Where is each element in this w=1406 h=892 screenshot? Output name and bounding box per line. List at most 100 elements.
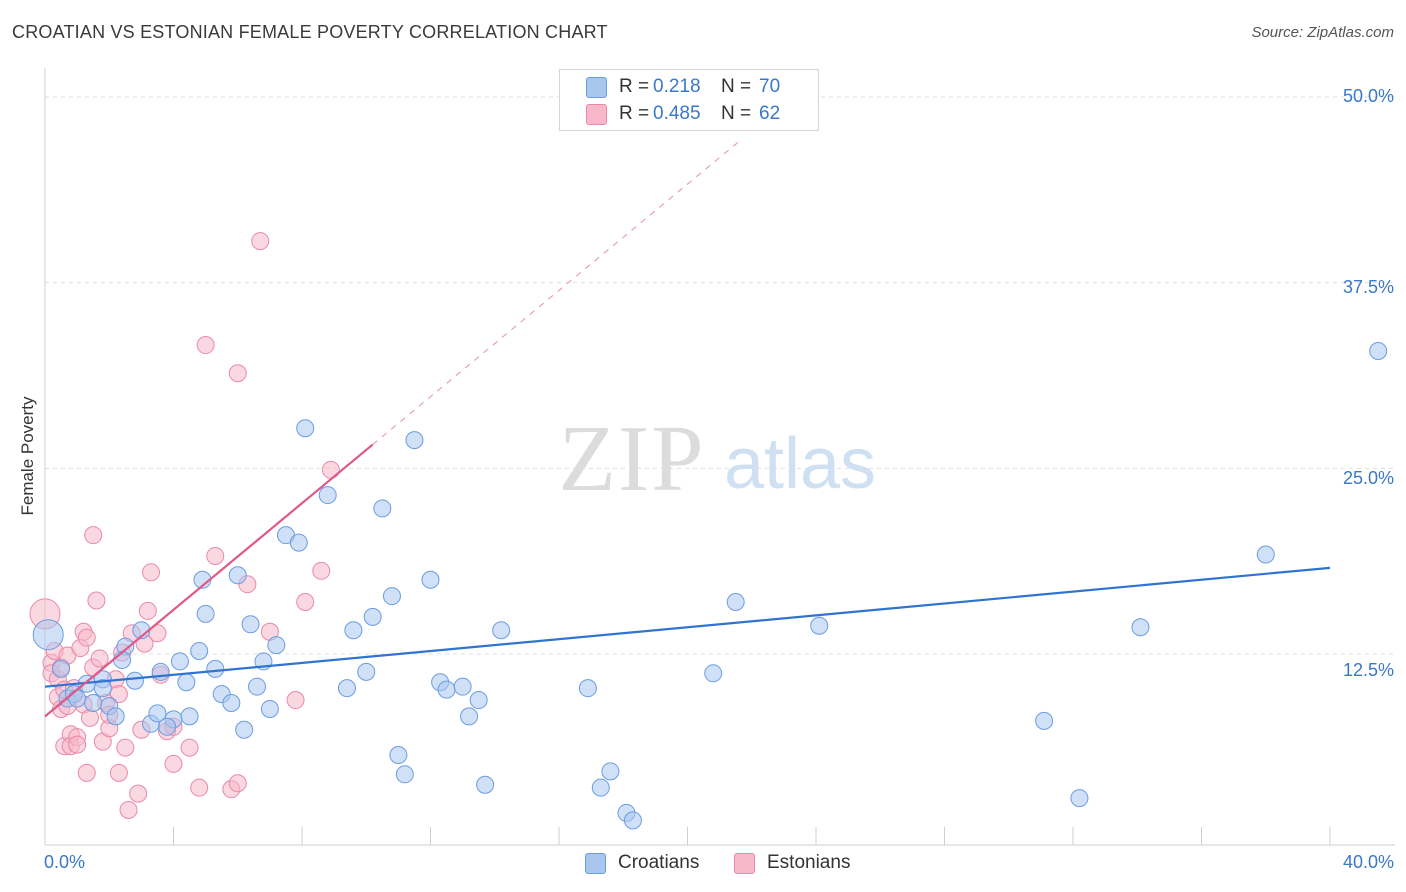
estonians-point <box>251 232 270 251</box>
estonians-point <box>109 685 128 704</box>
y-tick-label-25: 25.0% <box>1342 468 1394 488</box>
croatians-point <box>151 662 170 681</box>
croatians-point <box>453 677 472 696</box>
y-tick-label-37-5: 37.5% <box>1342 277 1394 297</box>
estonians-point <box>228 364 247 383</box>
watermark: ZIP atlas <box>559 407 877 511</box>
croatians-point <box>810 616 829 635</box>
estonians-point <box>286 691 305 710</box>
estonians-trend-line <box>44 443 374 718</box>
legend-item-estonians[interactable]: Estonians <box>734 852 850 874</box>
croatians-point <box>437 680 456 699</box>
estonians-swatch <box>586 103 607 125</box>
estonians-point <box>180 738 199 757</box>
croatians-point <box>726 593 745 612</box>
n-value: 62 <box>759 103 781 124</box>
r-value: 0.218 <box>653 76 701 97</box>
y-tick-label-12-5: 12.5% <box>1342 660 1394 680</box>
croatians-point <box>591 778 610 797</box>
estonians-point <box>77 628 96 647</box>
estonians-swatch <box>734 852 755 874</box>
croatians-point <box>248 677 267 696</box>
croatians-point <box>421 570 440 589</box>
croatians-point <box>476 775 495 794</box>
croatians-point <box>373 499 392 518</box>
croatians-point <box>344 621 363 640</box>
estonians-point <box>80 708 99 727</box>
estonians-point <box>142 563 161 582</box>
chart-title: CROATIAN VS ESTONIAN FEMALE POVERTY CORR… <box>12 22 608 42</box>
legend-label-croatians: Croatians <box>618 852 700 873</box>
estonians-point <box>190 778 209 797</box>
croatians-point <box>241 615 260 634</box>
croatians-point <box>267 636 286 655</box>
croatians-point <box>84 694 103 713</box>
estonians-point <box>228 774 247 793</box>
estonians-point <box>138 601 157 620</box>
estonians-point <box>87 591 106 610</box>
r-value: 0.485 <box>653 103 701 124</box>
croatians-point <box>93 679 112 698</box>
croatians-point <box>1256 545 1275 564</box>
estonians-point <box>164 754 183 773</box>
source-credit: Source: ZipAtlas.com <box>1251 24 1394 41</box>
croatians-point <box>228 566 247 585</box>
croatians-point <box>357 662 376 681</box>
croatians-point <box>125 671 144 690</box>
r-label: R = <box>619 103 650 124</box>
x-tick-label-max: 40.0% <box>1342 852 1394 872</box>
estonians-point <box>196 336 215 355</box>
croatians-point <box>337 679 356 698</box>
estonians-point <box>109 763 128 782</box>
croatians-point <box>170 652 189 671</box>
croatians-point <box>260 699 279 718</box>
croatians-point <box>190 642 209 661</box>
croatians-point <box>196 604 215 623</box>
n-value: 70 <box>759 76 781 97</box>
croatians-point <box>235 720 254 739</box>
x-tick-label-min: 0.0% <box>44 852 86 872</box>
estonians-point <box>84 526 103 545</box>
croatians-point <box>113 650 132 669</box>
croatians-point <box>460 707 479 726</box>
croatians-point <box>222 694 241 713</box>
croatians-swatch <box>585 852 606 874</box>
croatians-point <box>296 419 315 438</box>
croatians-point <box>395 765 414 784</box>
watermark-atlas: atlas <box>724 424 876 504</box>
estonians-point <box>90 649 109 668</box>
estonians-point <box>116 738 135 757</box>
y-tick-label-50: 50.0% <box>1342 86 1394 106</box>
estonians-point <box>206 546 225 565</box>
croatians-point <box>492 621 511 640</box>
estonians-point <box>321 460 340 479</box>
n-label: N = <box>721 103 752 124</box>
croatians-point <box>52 659 71 678</box>
estonians-trend-extension <box>372 141 740 446</box>
estonians-points <box>29 232 340 819</box>
croatians-point <box>289 533 308 552</box>
croatians-point <box>363 607 382 626</box>
estonians-point <box>77 763 96 782</box>
croatians-point <box>578 679 597 698</box>
croatians-point <box>1035 711 1054 730</box>
croatians-point <box>158 717 177 736</box>
croatians-point <box>1131 618 1150 637</box>
r-label: R = <box>619 76 650 97</box>
croatians-trend-line <box>44 566 1331 688</box>
watermark-zip: ZIP <box>559 407 706 511</box>
croatians-point <box>148 704 167 723</box>
series-legend: Croatians Estonians <box>0 852 1406 878</box>
croatians-point <box>177 673 196 692</box>
legend-row-croatians: R = 0.218 N = 70 <box>586 75 780 99</box>
estonians-point <box>296 593 315 612</box>
estonians-point <box>119 800 138 819</box>
croatians-point <box>1070 789 1089 808</box>
legend-label-estonians: Estonians <box>767 852 851 873</box>
legend-item-croatians[interactable]: Croatians <box>585 852 699 874</box>
croatians-point <box>469 691 488 710</box>
croatians-point <box>405 431 424 450</box>
croatians-point <box>1369 341 1388 360</box>
trend-lines <box>44 141 1331 718</box>
